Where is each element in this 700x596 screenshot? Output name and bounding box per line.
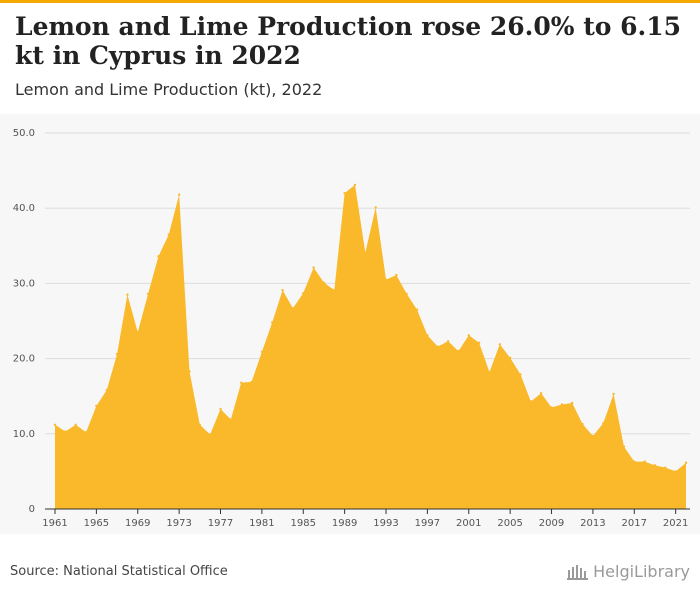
data-point (84, 431, 88, 434)
data-point (260, 350, 264, 354)
x-tick-label: 1973 (166, 518, 191, 529)
data-point (426, 334, 429, 337)
data-point (167, 233, 170, 236)
data-point (157, 255, 160, 258)
data-point (281, 288, 284, 292)
data-point (208, 433, 212, 436)
data-point (653, 464, 657, 467)
logo-text: HelgiLibrary (593, 562, 690, 581)
data-point (602, 422, 605, 425)
data-point (291, 307, 295, 310)
x-tick-label: 1965 (84, 518, 109, 529)
data-point (312, 266, 315, 269)
data-point (322, 281, 326, 284)
data-point (364, 251, 367, 254)
data-point (612, 392, 615, 396)
data-point (581, 422, 584, 426)
data-point (591, 434, 595, 438)
data-point (384, 278, 388, 281)
data-point (229, 418, 233, 421)
data-point (622, 445, 626, 448)
x-tick-label: 2017 (622, 518, 647, 529)
area-series (55, 184, 686, 509)
x-tick-label: 2009 (539, 518, 564, 529)
data-point (95, 404, 98, 408)
chart-subtitle: Lemon and Lime Production (kt), 2022 (15, 80, 323, 99)
helgi-library-logo: HelgiLibrary (567, 562, 690, 581)
data-point (457, 349, 460, 353)
y-tick-label: 10.0 (13, 429, 35, 440)
data-point (198, 423, 202, 426)
data-point (177, 193, 181, 196)
data-point (477, 341, 481, 345)
y-tick-label: 0 (29, 504, 35, 515)
y-tick-label: 30.0 (13, 278, 35, 289)
source-note: Source: National Statistical Office (10, 564, 228, 579)
x-tick-label: 2005 (497, 518, 522, 529)
data-point (343, 191, 346, 195)
x-tick-label: 1977 (208, 518, 233, 529)
data-point (353, 183, 357, 187)
x-tick-label: 1985 (291, 518, 316, 529)
data-point (74, 423, 77, 426)
data-point (374, 206, 377, 209)
data-point (550, 406, 553, 409)
y-tick-label: 50.0 (13, 128, 35, 139)
data-point (219, 407, 222, 411)
data-point (115, 352, 119, 356)
data-point (446, 340, 450, 343)
data-point (571, 401, 574, 405)
library-building-icon (567, 564, 589, 580)
data-point (488, 370, 491, 374)
area-chart: 0 10.0 20.0 30.0 40.0 50.0 1961 1965 1969 1973 197… (13, 128, 690, 529)
x-tick-label: 2021 (663, 518, 688, 529)
data-point (240, 381, 243, 384)
chart-title: Lemon and Lime Production rose 26.0% to … (15, 12, 682, 70)
data-point (395, 273, 398, 277)
top-accent-bar (0, 0, 700, 3)
data-point (64, 430, 67, 433)
x-tick-label: 2001 (456, 518, 481, 529)
data-point (53, 423, 57, 426)
data-point (467, 334, 470, 337)
y-tick-label: 40.0 (13, 203, 35, 214)
data-point (539, 391, 543, 395)
data-point (684, 461, 688, 464)
data-point (136, 331, 139, 334)
data-point (271, 321, 274, 324)
x-tick-label: 2013 (580, 518, 605, 529)
data-point (415, 308, 419, 311)
data-point (146, 292, 150, 296)
x-tick-label: 1997 (415, 518, 440, 529)
data-point (250, 380, 253, 384)
data-point (188, 370, 191, 373)
data-point (302, 291, 305, 295)
data-point (643, 460, 646, 463)
data-point (405, 292, 408, 296)
x-tick-label: 1961 (42, 518, 67, 529)
x-tick-label: 1993 (373, 518, 398, 529)
data-point (436, 345, 439, 348)
data-point (560, 403, 564, 406)
x-tick-label: 1969 (125, 518, 150, 529)
x-tick-label: 1981 (249, 518, 274, 529)
x-tick-label: 1989 (332, 518, 357, 529)
chart-area: 0 10.0 20.0 30.0 40.0 50.0 1961 1965 1969 1973 197… (0, 114, 700, 534)
data-point (519, 373, 522, 376)
data-point (633, 460, 636, 463)
data-point (664, 466, 667, 469)
data-point (498, 343, 501, 346)
data-point (508, 356, 512, 360)
data-point (126, 293, 129, 296)
data-point (333, 288, 336, 292)
data-point (674, 470, 677, 473)
y-tick-label: 20.0 (13, 354, 35, 365)
data-point (105, 388, 108, 392)
data-point (529, 400, 533, 403)
